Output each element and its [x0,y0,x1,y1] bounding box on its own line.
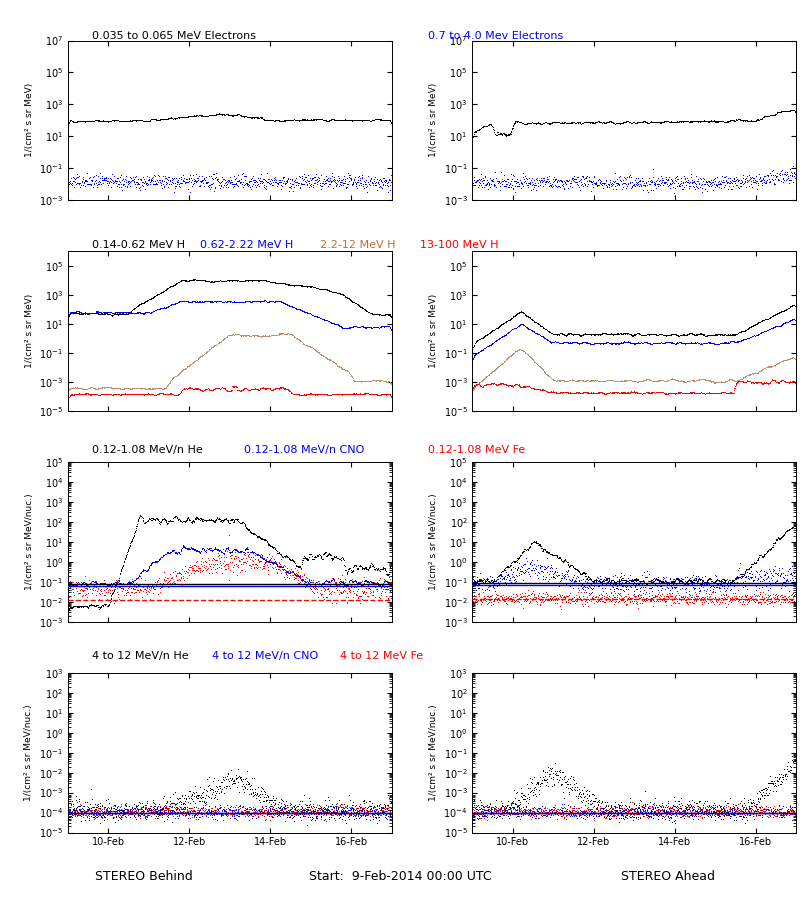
Text: 0.12-1.08 MeV/n He: 0.12-1.08 MeV/n He [92,445,202,455]
Text: 4 to 12 MeV Fe: 4 to 12 MeV Fe [340,651,423,661]
Y-axis label: 1/(cm² s sr MeV/nuc.): 1/(cm² s sr MeV/nuc.) [429,493,438,590]
Text: 13-100 MeV H: 13-100 MeV H [420,239,498,249]
Text: 0.14-0.62 MeV H: 0.14-0.62 MeV H [92,239,185,249]
Text: 0.7 to 4.0 Mev Electrons: 0.7 to 4.0 Mev Electrons [428,31,563,40]
Y-axis label: 1/(cm² s sr MeV/nuc.): 1/(cm² s sr MeV/nuc.) [429,705,438,801]
Y-axis label: 1/(cm² s sr MeV): 1/(cm² s sr MeV) [25,294,34,368]
Y-axis label: 1/(cm² s sr MeV/nuc.): 1/(cm² s sr MeV/nuc.) [25,493,34,590]
Text: 4 to 12 MeV/n CNO: 4 to 12 MeV/n CNO [212,651,318,661]
Text: STEREO Ahead: STEREO Ahead [621,870,715,883]
Text: 4 to 12 MeV/n He: 4 to 12 MeV/n He [92,651,189,661]
Text: 0.12-1.08 MeV/n CNO: 0.12-1.08 MeV/n CNO [244,445,364,455]
Text: 0.62-2.22 MeV H: 0.62-2.22 MeV H [200,239,294,249]
Text: 2.2-12 MeV H: 2.2-12 MeV H [320,239,395,249]
Y-axis label: 1/(cm² s sr MeV): 1/(cm² s sr MeV) [429,294,438,368]
Text: Start:  9-Feb-2014 00:00 UTC: Start: 9-Feb-2014 00:00 UTC [309,870,491,883]
Text: 0.12-1.08 MeV Fe: 0.12-1.08 MeV Fe [428,445,526,455]
Y-axis label: 1/(cm² s sr MeV): 1/(cm² s sr MeV) [429,83,438,158]
Text: 0.035 to 0.065 MeV Electrons: 0.035 to 0.065 MeV Electrons [92,31,256,40]
Y-axis label: 1/(cm² s sr MeV/nuc.): 1/(cm² s sr MeV/nuc.) [24,705,34,801]
Text: STEREO Behind: STEREO Behind [95,870,193,883]
Y-axis label: 1/(cm² s sr MeV): 1/(cm² s sr MeV) [25,83,34,158]
